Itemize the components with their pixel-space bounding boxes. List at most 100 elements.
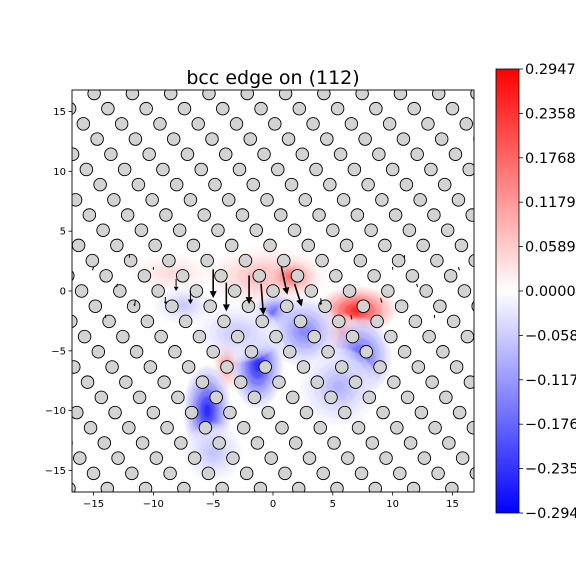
- atom: [174, 436, 188, 450]
- atom: [113, 284, 127, 298]
- atom: [354, 466, 369, 481]
- atom: [272, 375, 286, 389]
- displacement-arrow: [187, 291, 194, 305]
- atom: [214, 269, 228, 283]
- displacement-arrow: [245, 275, 253, 305]
- atom: [143, 360, 158, 374]
- atom: [411, 360, 426, 374]
- atom: [243, 132, 257, 146]
- atom: [422, 329, 436, 344]
- atom: [212, 436, 226, 450]
- atom: [107, 193, 121, 207]
- atom: [323, 177, 337, 192]
- displacement-arrow: [433, 314, 436, 319]
- atom: [128, 132, 143, 146]
- displacement-arrow: [404, 255, 406, 259]
- atom: [333, 147, 348, 161]
- atom: [146, 405, 161, 420]
- atom: [414, 405, 429, 420]
- atom: [166, 132, 181, 146]
- y-tick: 0: [60, 287, 72, 298]
- displacement-arrow: [416, 283, 419, 288]
- x-tick-label: 15: [446, 499, 459, 510]
- atom: [324, 390, 338, 405]
- y-tick-label: 5: [60, 227, 66, 238]
- x-tick-label: 10: [386, 499, 399, 510]
- atom: [425, 375, 439, 389]
- atom: [292, 101, 307, 116]
- atom: [132, 390, 147, 405]
- atom: [139, 101, 153, 116]
- atom: [72, 270, 75, 282]
- atom: [475, 345, 488, 358]
- displacement-arrow: [115, 283, 118, 288]
- atom: [344, 497, 357, 510]
- atom: [451, 193, 466, 207]
- atom: [442, 436, 456, 450]
- atom: [216, 101, 230, 116]
- atom: [160, 421, 174, 435]
- colorbar-tick-label: 0.0000: [525, 284, 576, 300]
- displacement-arrow: [209, 269, 217, 299]
- displacement-arrow: [152, 267, 154, 271]
- atom: [342, 284, 357, 298]
- y-tick-label: 15: [53, 107, 66, 118]
- atom: [163, 90, 178, 101]
- atom: [101, 101, 115, 116]
- atom: [123, 253, 138, 268]
- atom: [403, 436, 418, 450]
- atom: [184, 405, 199, 420]
- displacement-arrow: [222, 282, 230, 312]
- atom: [370, 314, 384, 329]
- atom: [278, 466, 292, 481]
- colorbar-tick-label: −0.2947: [525, 506, 576, 522]
- x-tick-label: −15: [83, 499, 104, 510]
- atom: [330, 481, 344, 492]
- atom: [111, 451, 125, 465]
- atom: [102, 314, 116, 329]
- atom: [321, 345, 335, 359]
- atom: [223, 405, 237, 420]
- atom: [226, 451, 240, 465]
- colorbar-tick: 0.1179: [519, 195, 576, 211]
- atom: [290, 269, 305, 283]
- atom: [72, 314, 78, 329]
- atom: [211, 223, 225, 237]
- atom: [390, 421, 404, 435]
- atom: [189, 284, 204, 298]
- atom: [466, 421, 474, 435]
- atom: [156, 162, 170, 177]
- atom: [452, 405, 467, 420]
- atom: [313, 421, 327, 435]
- atom: [335, 360, 349, 374]
- atom: [471, 300, 474, 312]
- atom: [233, 375, 248, 389]
- y-tick-label: 10: [53, 167, 66, 178]
- colorbar-tick-label: −0.0589: [525, 328, 576, 344]
- atom: [165, 299, 179, 313]
- atom: [72, 238, 86, 253]
- atom: [315, 253, 329, 268]
- atom: [114, 117, 129, 131]
- atom: [126, 299, 141, 313]
- atom: [257, 147, 271, 161]
- atom: [445, 481, 459, 492]
- atom: [230, 329, 245, 344]
- colorbar-tick-label: 0.1768: [525, 151, 576, 167]
- atom: [373, 360, 387, 374]
- colorbar-tick: −0.2947: [519, 506, 576, 522]
- atom: [263, 238, 277, 253]
- atom: [194, 162, 208, 177]
- colorbar-tick: 0.0589: [519, 240, 576, 256]
- atom-lattice: [72, 90, 488, 510]
- atom: [449, 360, 464, 374]
- atom: [327, 436, 341, 450]
- atom: [105, 360, 119, 374]
- atom: [203, 299, 217, 313]
- atom: [421, 497, 434, 510]
- atom: [235, 208, 250, 222]
- atom: [80, 375, 95, 389]
- atom: [236, 421, 251, 435]
- atom: [434, 132, 449, 146]
- atom: [431, 466, 445, 481]
